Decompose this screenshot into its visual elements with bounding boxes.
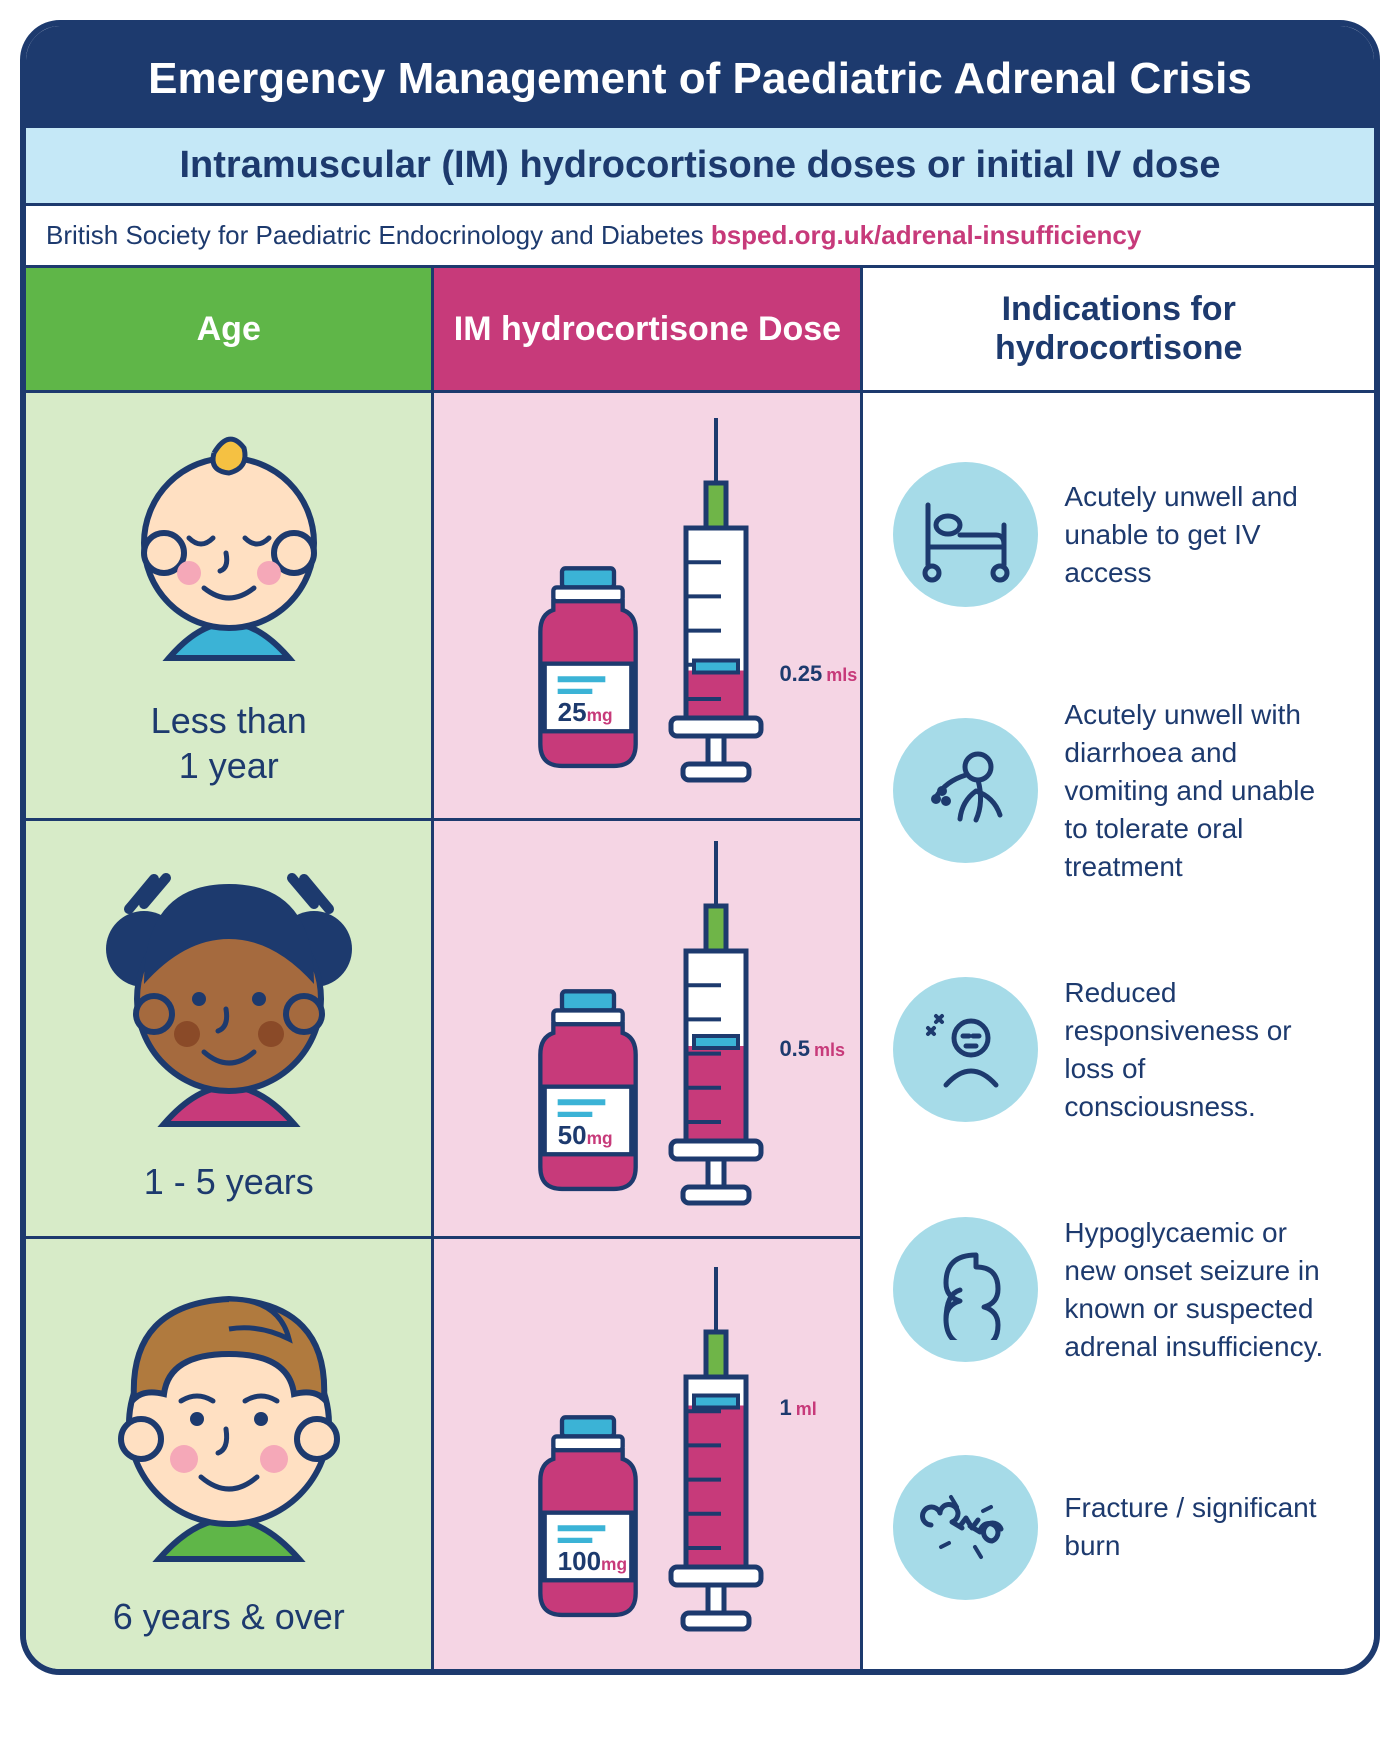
age-label-1: 1 - 5 years	[144, 1159, 314, 1204]
child-older-icon	[89, 1269, 369, 1574]
source-bar: British Society for Paediatric Endocrino…	[26, 206, 1374, 268]
indication-text: Hypoglycaemic or new onset seizure in kn…	[1064, 1214, 1344, 1365]
indication-text: Acutely unwell and unable to get IV acce…	[1064, 478, 1344, 591]
vomiting-icon	[893, 718, 1038, 863]
child-infant-icon	[114, 423, 344, 678]
age-cell-2: 6 years & over	[26, 1236, 434, 1669]
dose-cell-0: 25mg 0.25mls	[434, 390, 863, 818]
bone-icon	[893, 1455, 1038, 1600]
volume-label: 0.5mls	[779, 1036, 845, 1062]
kidney-icon	[893, 1217, 1038, 1362]
column-header-age: Age	[26, 268, 434, 390]
vial-icon: 50mg	[523, 966, 653, 1216]
dose-cell-2: 100mg 1ml	[434, 1236, 863, 1669]
indications-column: Acutely unwell and unable to get IV acce…	[863, 390, 1374, 1669]
column-header-indications: Indications for hydrocortisone	[863, 268, 1374, 390]
volume-label: 1ml	[779, 1395, 816, 1421]
dose-grid: Age IM hydrocortisone Dose Indications f…	[26, 268, 1374, 1669]
subtitle-text: Intramuscular (IM) hydrocortisone doses …	[180, 144, 1221, 186]
indication-text: Fracture / significant burn	[1064, 1489, 1344, 1565]
syringe-icon	[661, 841, 771, 1211]
infographic-card: Emergency Management of Paediatric Adren…	[20, 20, 1380, 1675]
indication-item: Reduced responsiveness or loss of consci…	[893, 974, 1344, 1125]
indication-text: Acutely unwell with diarrhoea and vomiti…	[1064, 696, 1344, 885]
age-cell-0: Less than 1 year	[26, 390, 434, 818]
age-cell-1: 1 - 5 years	[26, 818, 434, 1236]
indication-item: Acutely unwell and unable to get IV acce…	[893, 462, 1344, 607]
vial-icon: 100mg	[523, 1392, 653, 1642]
indication-item: Acutely unwell with diarrhoea and vomiti…	[893, 696, 1344, 885]
age-label-0: Less than 1 year	[151, 698, 307, 788]
title-bar: Emergency Management of Paediatric Adren…	[26, 26, 1374, 128]
syringe-icon	[661, 1267, 771, 1637]
dose-cell-1: 50mg 0.5mls	[434, 818, 863, 1236]
subtitle-bar: Intramuscular (IM) hydrocortisone doses …	[26, 128, 1374, 206]
source-org: British Society for Paediatric Endocrino…	[46, 220, 704, 250]
indication-item: Hypoglycaemic or new onset seizure in kn…	[893, 1214, 1344, 1365]
indication-item: Fracture / significant burn	[893, 1455, 1344, 1600]
source-url: bsped.org.uk/adrenal-insufficiency	[711, 220, 1142, 250]
dizzy-icon	[893, 977, 1038, 1122]
volume-label: 0.25mls	[779, 661, 857, 687]
indication-text: Reduced responsiveness or loss of consci…	[1064, 974, 1344, 1125]
column-header-dose: IM hydrocortisone Dose	[434, 268, 863, 390]
age-label-2: 6 years & over	[113, 1594, 345, 1639]
vial-icon: 25mg	[523, 543, 653, 793]
bed-icon	[893, 462, 1038, 607]
syringe-icon	[661, 418, 771, 788]
title-text: Emergency Management of Paediatric Adren…	[148, 54, 1252, 103]
child-young-icon	[99, 854, 359, 1139]
